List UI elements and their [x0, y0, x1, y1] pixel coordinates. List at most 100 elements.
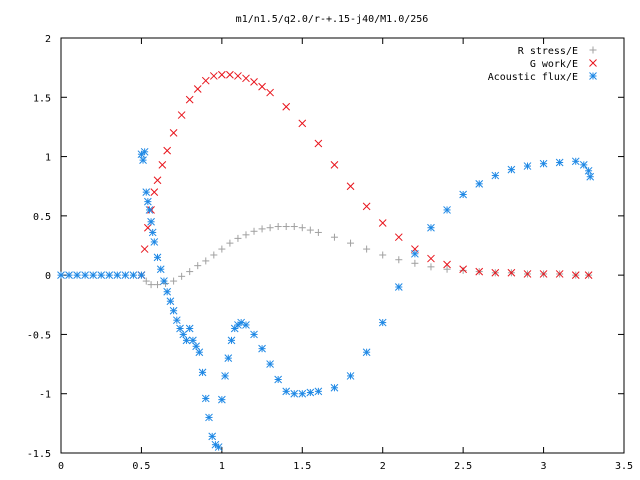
data-point — [298, 389, 307, 398]
data-point — [170, 277, 178, 285]
data-point — [314, 139, 323, 148]
data-point — [282, 387, 291, 396]
data-point — [160, 277, 168, 285]
data-point — [475, 179, 484, 188]
data-point — [139, 156, 147, 164]
data-point — [121, 271, 130, 279]
data-point — [314, 387, 323, 396]
data-point — [459, 266, 467, 274]
data-point — [242, 74, 250, 83]
data-point — [195, 348, 204, 357]
data-point — [330, 161, 339, 169]
data-point — [459, 265, 467, 274]
data-point — [65, 271, 73, 279]
data-point — [507, 268, 516, 277]
data-point — [250, 78, 258, 86]
data-point — [427, 223, 435, 232]
data-point — [443, 206, 451, 214]
data-point — [258, 344, 266, 353]
data-point — [523, 270, 532, 278]
data-point — [298, 119, 307, 128]
series-acoustic-flux-e — [57, 147, 595, 451]
data-point — [150, 188, 159, 196]
legend: R stress/E G work/E Acoustic flux/E — [488, 46, 597, 83]
data-point — [148, 228, 157, 237]
data-point — [147, 217, 155, 226]
data-point — [202, 257, 210, 265]
data-point — [443, 265, 451, 273]
data-point — [379, 251, 387, 259]
data-point — [282, 223, 290, 231]
data-point — [427, 263, 435, 271]
data-point — [523, 162, 532, 170]
y-tick-label: 2 — [45, 34, 51, 45]
data-point — [507, 165, 516, 174]
data-point — [137, 271, 146, 279]
x-tick-label: 3.5 — [615, 461, 633, 472]
data-point — [178, 272, 186, 280]
data-point — [314, 228, 322, 236]
chart-title: m1/n1.5/q2.0/r-+.15-j40/M1.0/256 — [236, 14, 429, 25]
data-point — [105, 271, 114, 279]
data-point — [218, 70, 226, 79]
data-point — [113, 271, 122, 279]
data-point — [201, 76, 210, 85]
data-point — [194, 262, 202, 270]
data-point — [224, 354, 233, 362]
data-point — [274, 223, 282, 231]
data-point — [298, 224, 306, 232]
data-point — [169, 129, 178, 137]
y-tick-label: 0.5 — [33, 212, 51, 223]
data-point — [153, 176, 162, 185]
data-point — [218, 395, 226, 404]
data-point — [589, 46, 597, 54]
series-layer — [57, 70, 595, 451]
x-tick-label: 2 — [380, 461, 386, 472]
data-point — [394, 283, 403, 291]
data-point — [555, 270, 564, 278]
data-point — [81, 271, 89, 279]
x-tick-label: 3 — [541, 461, 547, 472]
data-point — [584, 166, 593, 175]
data-point — [378, 318, 387, 327]
data-point — [169, 306, 178, 315]
data-point — [201, 394, 210, 403]
data-point — [250, 227, 258, 235]
data-point — [571, 271, 580, 279]
data-point — [394, 233, 403, 242]
x-tick-label: 1.5 — [293, 461, 311, 472]
data-point — [266, 88, 274, 97]
data-point — [306, 226, 314, 234]
data-point — [147, 281, 155, 289]
data-point — [154, 281, 162, 289]
data-point — [258, 225, 266, 233]
legend-label: G work/E — [530, 59, 578, 70]
data-point — [89, 271, 98, 279]
data-point — [226, 70, 234, 79]
data-point — [242, 321, 250, 329]
data-point — [205, 413, 213, 422]
data-point — [411, 259, 419, 267]
data-point — [330, 383, 339, 392]
data-point — [140, 147, 149, 156]
x-tick-label: 2.5 — [454, 461, 472, 472]
data-point — [242, 231, 250, 239]
data-point — [589, 59, 597, 67]
data-point — [290, 223, 298, 231]
data-point — [258, 82, 266, 91]
y-tick-label: 1.5 — [33, 93, 51, 104]
data-point — [347, 239, 355, 247]
legend-label: Acoustic flux/E — [488, 72, 578, 83]
legend-entry: G work/E — [530, 59, 597, 70]
data-point — [491, 171, 500, 180]
data-point — [250, 330, 258, 339]
data-point — [163, 287, 172, 296]
data-point — [57, 271, 65, 279]
data-point — [185, 324, 194, 333]
data-point — [97, 271, 106, 279]
data-point — [491, 268, 500, 277]
data-point — [579, 161, 588, 169]
data-point — [234, 234, 242, 242]
data-point — [274, 375, 283, 384]
